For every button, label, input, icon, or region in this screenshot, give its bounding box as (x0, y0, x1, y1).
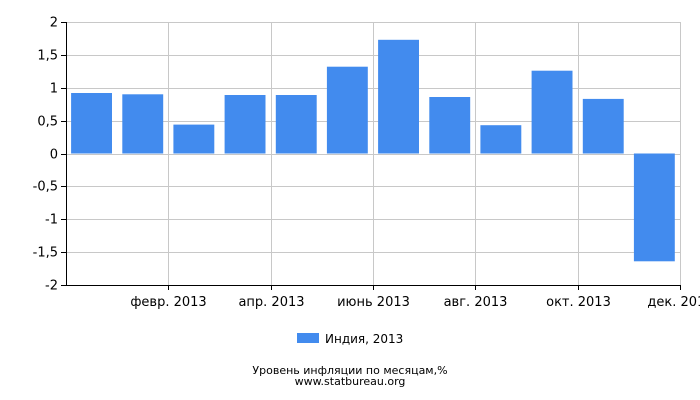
source-url: www.statbureau.org (295, 375, 406, 388)
bars (71, 39, 675, 262)
y-tick-label: -1,5 (33, 246, 58, 261)
bar (71, 93, 112, 154)
bar (224, 95, 266, 154)
legend-label: Индия, 2013 (325, 332, 403, 346)
bar (275, 95, 317, 154)
legend-swatch (297, 333, 319, 343)
y-tick-label: 2 (50, 16, 58, 31)
bar (173, 124, 215, 154)
bar (582, 98, 624, 154)
y-tick-label: -0,5 (33, 180, 58, 195)
bar (531, 70, 573, 154)
bar (326, 66, 368, 154)
legend: Индия, 2013 (297, 332, 403, 346)
x-tick-label: июнь 2013 (337, 295, 410, 310)
x-tick-label: дек. 2013 (647, 295, 700, 310)
y-tick-label: 1,5 (37, 49, 58, 64)
y-tick-label: -2 (45, 279, 58, 294)
axes: 2 1,5 1 0,5 0 -0,5 -1 -1,5 -2 февр. 2013 апр. 2013… (33, 16, 700, 311)
bar (480, 125, 522, 154)
x-tick-label: апр. 2013 (238, 295, 304, 310)
bar (429, 97, 471, 154)
x-tick-label: февр. 2013 (130, 295, 206, 310)
bar (378, 39, 419, 154)
y-tick-label: -1 (45, 213, 58, 228)
x-tick-label: окт. 2013 (546, 295, 611, 310)
y-tick-label: 0,5 (37, 115, 58, 130)
y-tick-label: 0 (50, 148, 58, 163)
chart-caption: Уровень инфляции по месяцам,% (252, 364, 447, 377)
y-tick-label: 1 (50, 82, 58, 97)
x-tick-label: авг. 2013 (444, 295, 508, 310)
bar (122, 94, 164, 154)
grid-lines (66, 22, 681, 286)
bar (633, 153, 675, 262)
